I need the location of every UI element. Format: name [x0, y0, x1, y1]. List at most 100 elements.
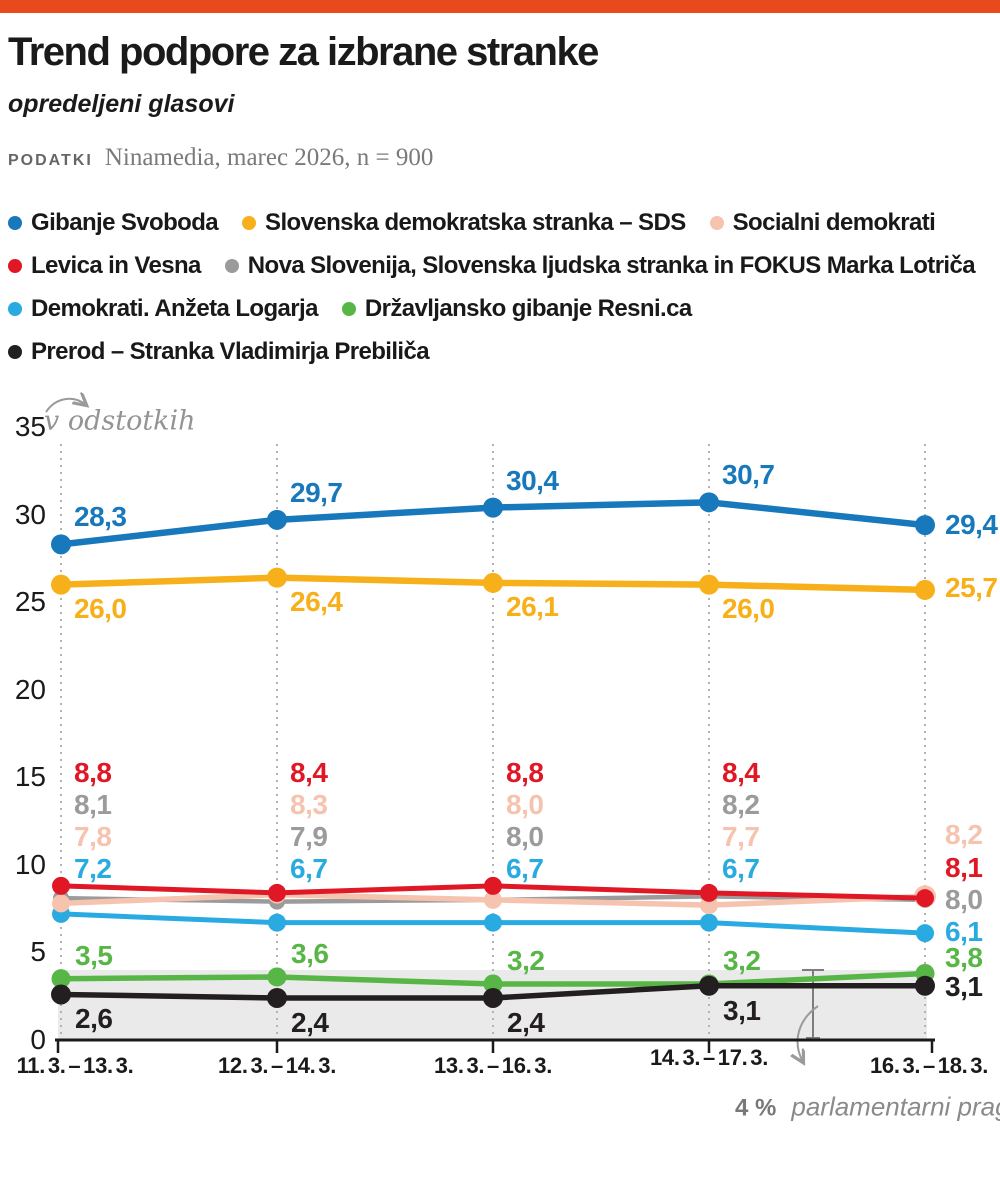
legend-item: Gibanje Svoboda	[8, 209, 219, 237]
data-label: 8,2	[945, 819, 983, 850]
data-label: 3,5	[75, 939, 113, 971]
data-point	[268, 883, 286, 902]
legend-dot-icon	[709, 215, 724, 230]
y-axis-tick-label: 35	[14, 411, 46, 442]
data-point	[484, 890, 502, 909]
data-point	[915, 579, 935, 600]
data-label: 3,6	[291, 937, 329, 969]
y-axis-tick-label: 10	[14, 848, 46, 880]
data-label: 6,1	[945, 916, 983, 947]
legend-item-label: Slovenska demokratska stranka – SDS	[265, 208, 686, 236]
unit-arrow	[45, 399, 86, 413]
data-label: 26,0	[722, 592, 775, 624]
data-label: 8,0	[506, 789, 544, 820]
data-point	[699, 975, 719, 996]
legend-row: Demokrati. Anžeta Logarja Državljansko gi…	[8, 287, 998, 330]
legend-dot-icon	[8, 301, 22, 316]
data-label: 3,2	[507, 944, 545, 976]
x-axis-label: 11. 3. – 13. 3.	[16, 1053, 134, 1078]
data-point	[483, 572, 503, 593]
data-point	[267, 987, 287, 1008]
data-point	[700, 883, 718, 902]
data-label: 26,0	[74, 592, 127, 624]
data-label: 8,8	[506, 757, 544, 788]
data-label: 8,4	[290, 757, 328, 788]
threshold-value-label: 4 %	[735, 1094, 777, 1122]
data-point	[52, 876, 70, 895]
data-point	[915, 975, 935, 996]
x-axis-label: 14. 3. – 17. 3.	[649, 1045, 769, 1070]
data-label: 3,8	[945, 942, 983, 973]
y-axis-tick-label: 0	[30, 1024, 46, 1055]
legend-item-label: Levica in Vesna	[31, 251, 201, 279]
data-label: 7,2	[74, 853, 112, 884]
y-axis-unit-label: v odstotkih	[44, 405, 196, 437]
data-label: 28,3	[74, 501, 127, 533]
data-label: 8,0	[945, 884, 983, 915]
data-label: 29,4	[945, 509, 998, 541]
legend-row: Prerod – Stranka Vladimirja Prebiliča	[8, 330, 998, 373]
data-point	[51, 534, 71, 555]
legend-dot-icon	[242, 215, 257, 230]
y-axis-tick-label: 20	[14, 673, 46, 705]
legend-item-label: Prerod – Stranka Vladimirja Prebiliča	[31, 337, 430, 365]
data-point	[51, 574, 71, 595]
legend-item-label: Socialni demokrati	[732, 208, 936, 236]
data-label: 8,2	[722, 789, 760, 820]
chart-legend: Gibanje Svoboda Slovenska demokratska str…	[8, 201, 998, 373]
threshold-annotation: 4 % parlamentarni prag	[735, 1092, 1000, 1123]
data-point	[484, 876, 502, 895]
legend-item-label: Nova Slovenija, Slovenska ljudska strank…	[247, 251, 976, 279]
source-line: PODATKI Ninamedia, marec 2026, n = 900	[8, 144, 433, 172]
legend-dot-icon	[224, 258, 239, 273]
data-label: 2,4	[507, 1006, 545, 1038]
legend-dot-icon	[341, 301, 356, 316]
data-label: 7,7	[722, 821, 760, 852]
data-label: 7,9	[290, 821, 328, 852]
data-label: 8,0	[506, 821, 544, 852]
data-label: 26,1	[506, 590, 559, 622]
data-label: 3,2	[723, 944, 761, 976]
y-axis-tick-label: 5	[30, 936, 46, 968]
data-point	[267, 509, 287, 530]
legend-item: Socialni demokrati	[709, 208, 936, 237]
data-label: 3,1	[945, 971, 983, 1002]
data-point	[915, 515, 935, 536]
x-axis-label: 13. 3. – 16. 3.	[433, 1053, 553, 1078]
legend-item: Slovenska demokratska stranka – SDS	[242, 209, 686, 237]
data-label: 3,1	[723, 994, 761, 1026]
data-point	[483, 497, 503, 518]
legend-item: Nova Slovenija, Slovenska ljudska strank…	[224, 251, 976, 280]
data-point	[699, 492, 719, 513]
data-point	[268, 913, 286, 932]
legend-item-label: Državljansko gibanje Resni.ca	[364, 294, 692, 322]
page-title: Trend podpore za izbrane stranke	[8, 30, 599, 74]
legend-dot-icon	[8, 215, 22, 230]
data-label: 8,1	[74, 789, 112, 820]
data-point	[51, 984, 71, 1005]
data-label: 8,1	[945, 852, 983, 883]
legend-item: Državljansko gibanje Resni.ca	[341, 294, 692, 323]
data-label: 8,3	[290, 789, 328, 820]
y-axis-tick-label: 30	[14, 498, 46, 530]
x-axis-label: 12. 3. – 14. 3.	[217, 1053, 337, 1078]
data-label: 7,8	[74, 821, 112, 852]
y-axis-tick-label: 25	[14, 586, 46, 618]
data-point	[51, 969, 71, 989]
data-point	[916, 889, 934, 908]
source-text: Ninamedia, marec 2026, n = 900	[104, 144, 434, 171]
legend-row: Gibanje Svoboda Slovenska demokratska str…	[8, 201, 998, 244]
data-label: 6,7	[290, 853, 328, 884]
data-label: 8,4	[722, 757, 760, 788]
data-point	[267, 967, 287, 987]
data-point	[484, 913, 502, 932]
accent-topbar	[0, 0, 1000, 13]
data-point	[52, 894, 70, 913]
data-label: 30,7	[722, 459, 775, 491]
legend-item: Prerod – Stranka Vladimirja Prebiliča	[8, 337, 430, 366]
data-point	[916, 924, 934, 943]
annotation-arrow	[798, 1005, 819, 1062]
